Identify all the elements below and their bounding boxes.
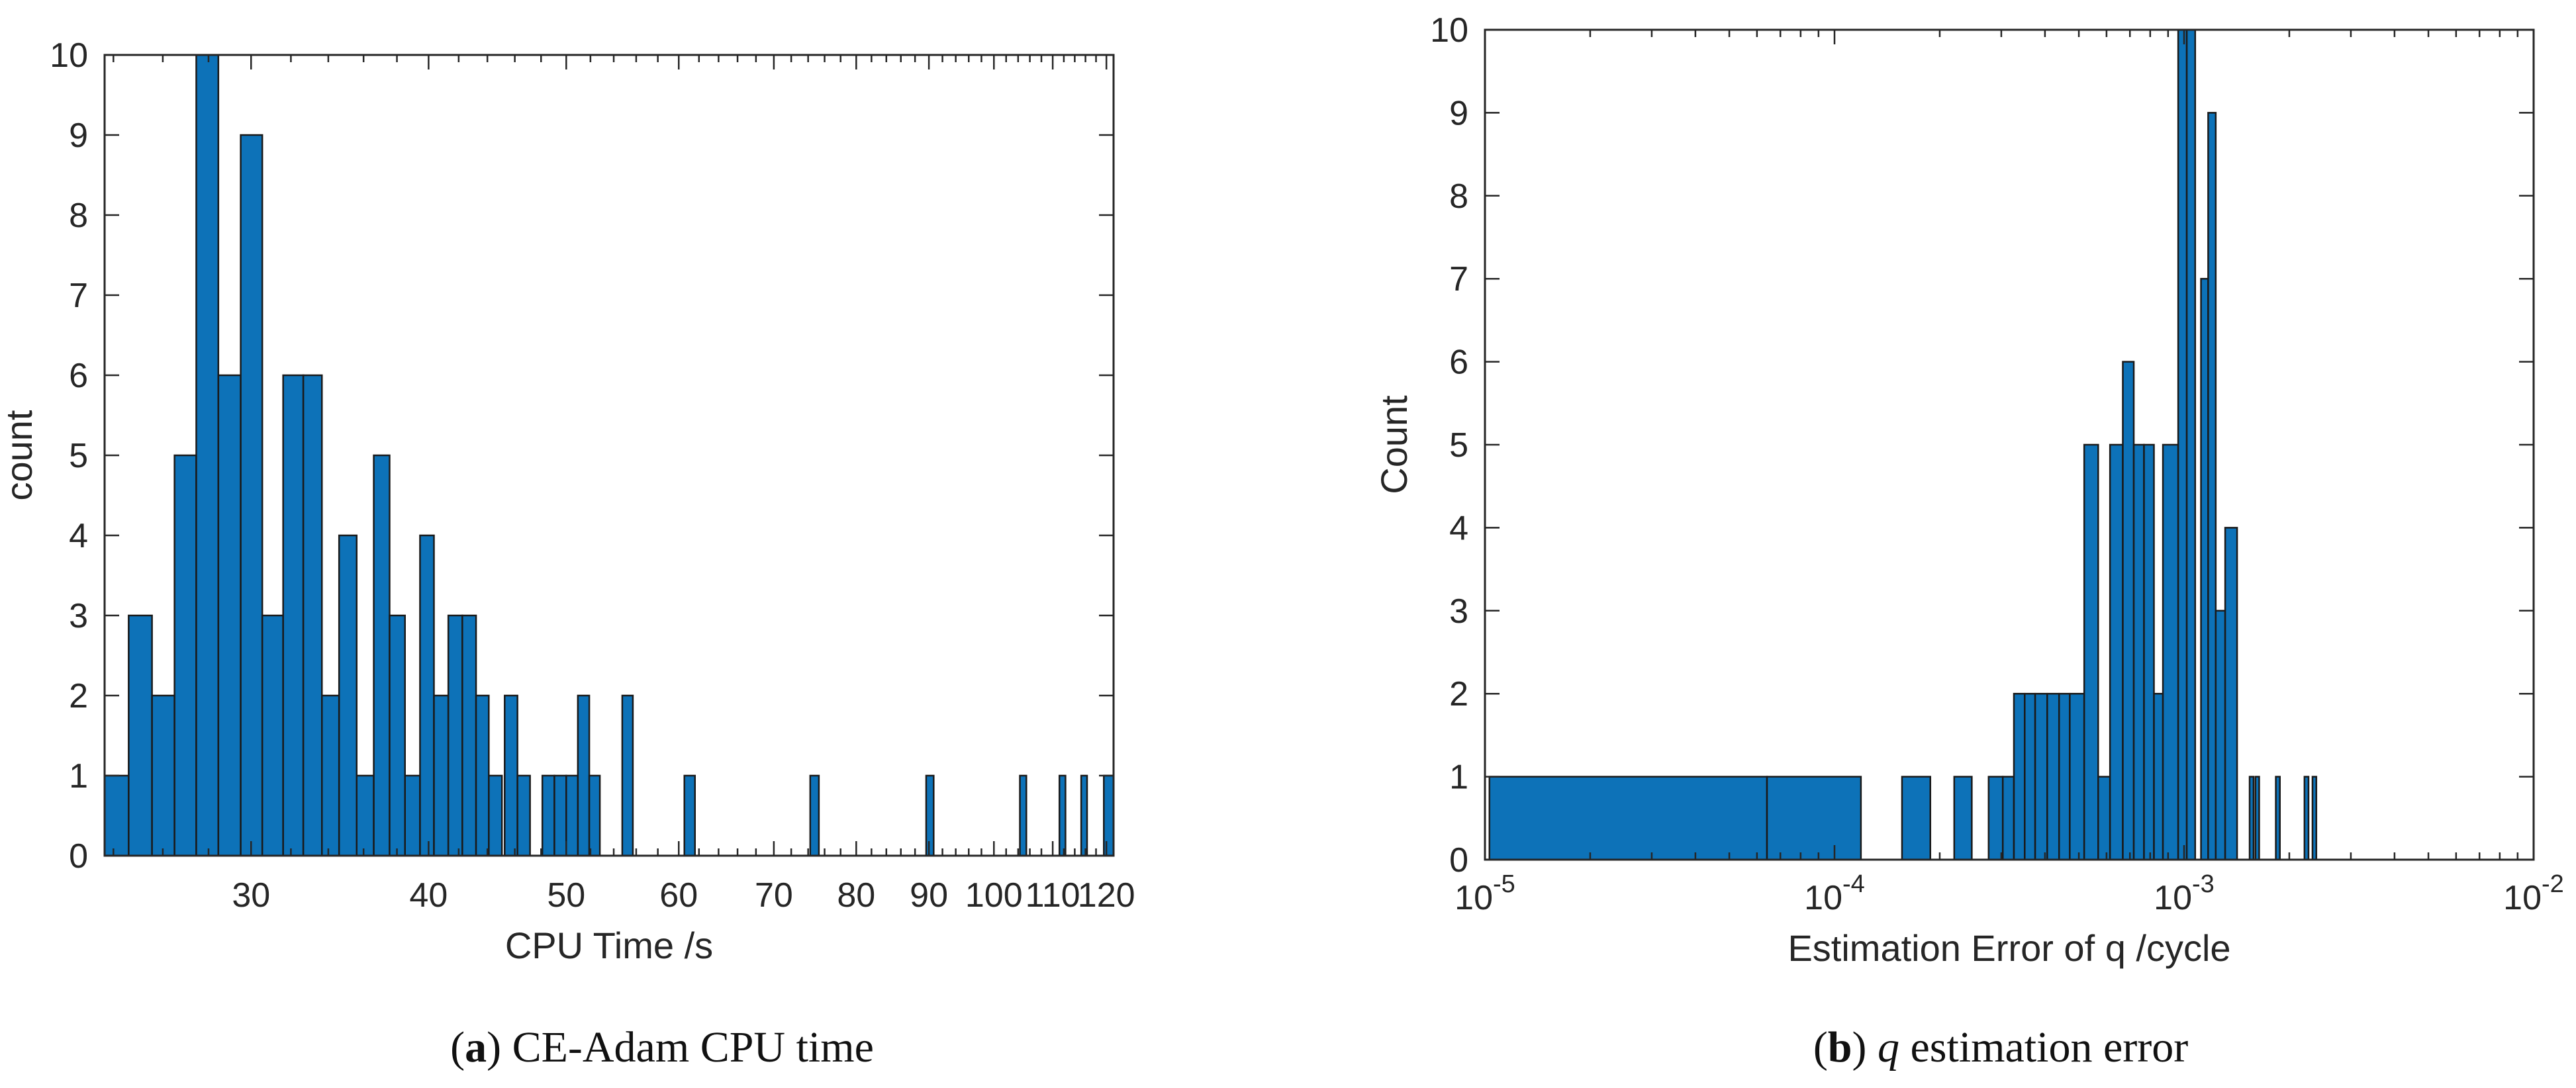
svg-text:100: 100 [965,876,1023,915]
svg-text:10-5: 10-5 [1455,870,1515,917]
svg-text:50: 50 [547,876,585,915]
svg-text:80: 80 [837,876,875,915]
svg-text:Count: Count [1373,395,1415,494]
svg-text:4: 4 [69,517,88,555]
svg-text:30: 30 [232,876,270,915]
svg-text:5: 5 [1449,426,1468,465]
caption-a-letter: a [465,1023,487,1071]
svg-text:0: 0 [69,837,88,876]
svg-text:9: 9 [69,116,88,155]
caption-a: (a) CE-Adam CPU time [397,1022,927,1082]
svg-text:7: 7 [1449,260,1468,298]
svg-text:6: 6 [69,357,88,395]
svg-text:CPU Time /s: CPU Time /s [505,925,713,966]
svg-text:5: 5 [69,437,88,475]
svg-text:8: 8 [1449,177,1468,216]
svg-text:70: 70 [755,876,793,915]
caption-a-text: CE-Adam CPU time [512,1023,874,1071]
svg-text:8: 8 [69,197,88,235]
caption-b: (b) q estimation error [1736,1022,2266,1082]
caption-a-open: ( [450,1023,465,1071]
svg-text:3: 3 [1449,592,1468,631]
caption-b-text: estimation error [1899,1023,2189,1071]
svg-text:10: 10 [50,36,88,75]
svg-text:10-3: 10-3 [2154,870,2215,917]
svg-text:10-2: 10-2 [2503,870,2564,917]
caption-b-close: ) [1852,1023,1878,1071]
svg-text:10-4: 10-4 [1804,870,1865,917]
svg-text:10: 10 [1430,11,1468,50]
svg-text:Estimation Error of q /cycle: Estimation Error of q /cycle [1788,927,2230,969]
caption-b-open: ( [1813,1023,1828,1071]
svg-text:7: 7 [69,277,88,315]
svg-text:9: 9 [1449,94,1468,132]
svg-text:60: 60 [659,876,698,915]
svg-text:1: 1 [1449,758,1468,797]
svg-text:90: 90 [910,876,948,915]
svg-text:1: 1 [69,757,88,795]
svg-text:4: 4 [1449,509,1468,547]
svg-text:110: 110 [1026,876,1080,915]
svg-text:2: 2 [1449,675,1468,713]
caption-b-italic: q [1878,1023,1899,1071]
caption-b-letter: b [1827,1023,1852,1071]
svg-text:0: 0 [1449,841,1468,880]
svg-text:3: 3 [69,597,88,635]
svg-text:count: count [0,410,40,500]
svg-text:6: 6 [1449,343,1468,382]
svg-text:40: 40 [409,876,448,915]
caption-a-close: ) [487,1023,512,1071]
svg-text:120: 120 [1078,876,1135,915]
svg-text:2: 2 [69,677,88,715]
